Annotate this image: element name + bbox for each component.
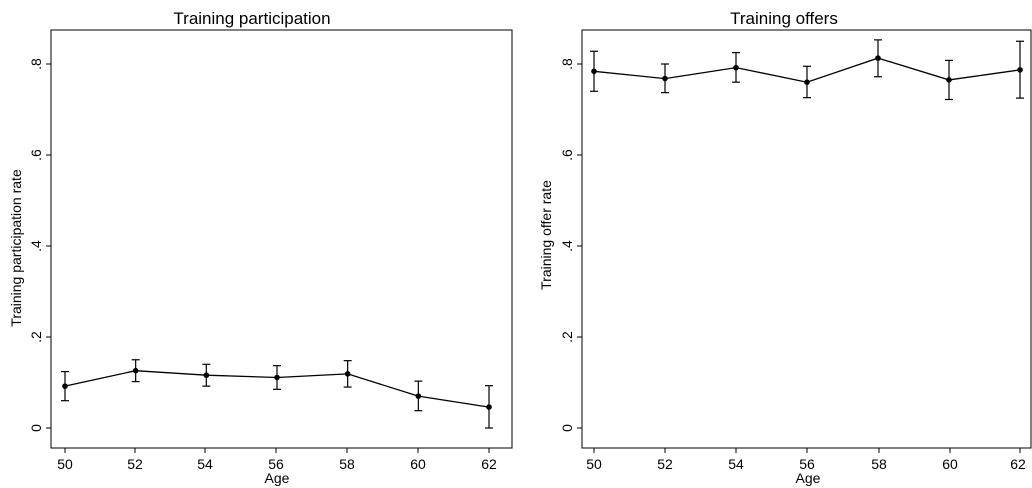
x-tick-label: 54	[728, 456, 744, 472]
x-tick-label: 56	[799, 456, 815, 472]
data-point	[733, 64, 739, 71]
data-point	[486, 404, 492, 410]
x-tick-label: 56	[268, 456, 284, 472]
x-tick: 62	[1010, 448, 1026, 472]
y-tick: .8	[28, 58, 51, 70]
x-tick: 60	[410, 448, 426, 472]
x-tick-label: 62	[481, 456, 497, 472]
panel-training-participation: Training participation Age Training part…	[8, 9, 513, 486]
data-point	[804, 79, 810, 85]
y-tick-label: 0	[28, 424, 44, 432]
x-tick-label: 54	[197, 456, 213, 472]
x-tick-label: 60	[410, 456, 426, 472]
y-tick: .2	[559, 331, 582, 343]
series-marks	[590, 39, 1024, 101]
data-point	[132, 367, 139, 374]
x-tick-label: 58	[871, 456, 887, 472]
x-tick-label: 62	[1010, 456, 1026, 472]
y-tick-label: .6	[559, 149, 575, 161]
x-tick: 50	[57, 448, 73, 472]
y-tick: .2	[28, 331, 51, 343]
x-tick-label: 60	[942, 456, 958, 472]
x-tick: 58	[871, 448, 887, 472]
x-tick: 58	[339, 448, 355, 472]
x-tick: 52	[657, 448, 673, 472]
data-point	[1017, 67, 1023, 73]
x-tick-label: 52	[657, 456, 673, 472]
x-tick: 52	[127, 448, 143, 472]
x-tick: 62	[481, 448, 497, 472]
chart-title: Training participation	[173, 9, 330, 28]
x-tick: 56	[268, 448, 284, 472]
data-point	[946, 77, 952, 83]
series-marks	[61, 359, 493, 429]
x-tick: 54	[197, 448, 213, 472]
x-tick: 54	[728, 448, 744, 472]
data-point	[344, 371, 351, 377]
y-tick-label: .2	[28, 331, 44, 343]
data-point	[203, 372, 210, 379]
x-tick-label: 50	[57, 456, 73, 472]
y-axis-label: Training participation rate	[8, 169, 24, 327]
x-axis-label: Age	[265, 470, 290, 486]
y-tick-label: .4	[559, 240, 575, 252]
x-axis-label: Age	[796, 470, 821, 486]
data-point	[415, 393, 422, 399]
y-axis-label: Training offer rate	[538, 180, 554, 290]
y-tick: 0	[28, 424, 51, 432]
y-tick-label: .8	[559, 58, 575, 70]
x-tick: 56	[799, 448, 815, 472]
y-tick: 0	[559, 424, 582, 432]
data-point	[875, 55, 881, 61]
panel-training-offers: Training offers Age Training offer rate …	[538, 9, 1032, 486]
y-tick-label: .8	[28, 58, 44, 70]
y-tick: .4	[559, 240, 582, 252]
x-tick: 50	[586, 448, 602, 472]
data-point	[662, 75, 668, 82]
x-tick-label: 52	[127, 456, 143, 472]
x-tick-label: 50	[586, 456, 602, 472]
x-tick: 60	[942, 448, 958, 472]
data-point	[62, 383, 68, 389]
data-point	[591, 68, 597, 75]
x-tick-label: 58	[339, 456, 355, 472]
data-point	[274, 374, 280, 381]
y-tick-label: 0	[559, 424, 575, 432]
y-tick: .8	[559, 58, 582, 70]
y-tick: .6	[28, 149, 51, 161]
plot-frame	[50, 29, 513, 449]
y-tick-label: .2	[559, 331, 575, 343]
y-tick: .4	[28, 240, 51, 252]
y-tick: .6	[559, 149, 582, 161]
chart-title: Training offers	[730, 9, 838, 28]
y-tick-label: .6	[28, 149, 44, 161]
y-tick-label: .4	[28, 240, 44, 252]
